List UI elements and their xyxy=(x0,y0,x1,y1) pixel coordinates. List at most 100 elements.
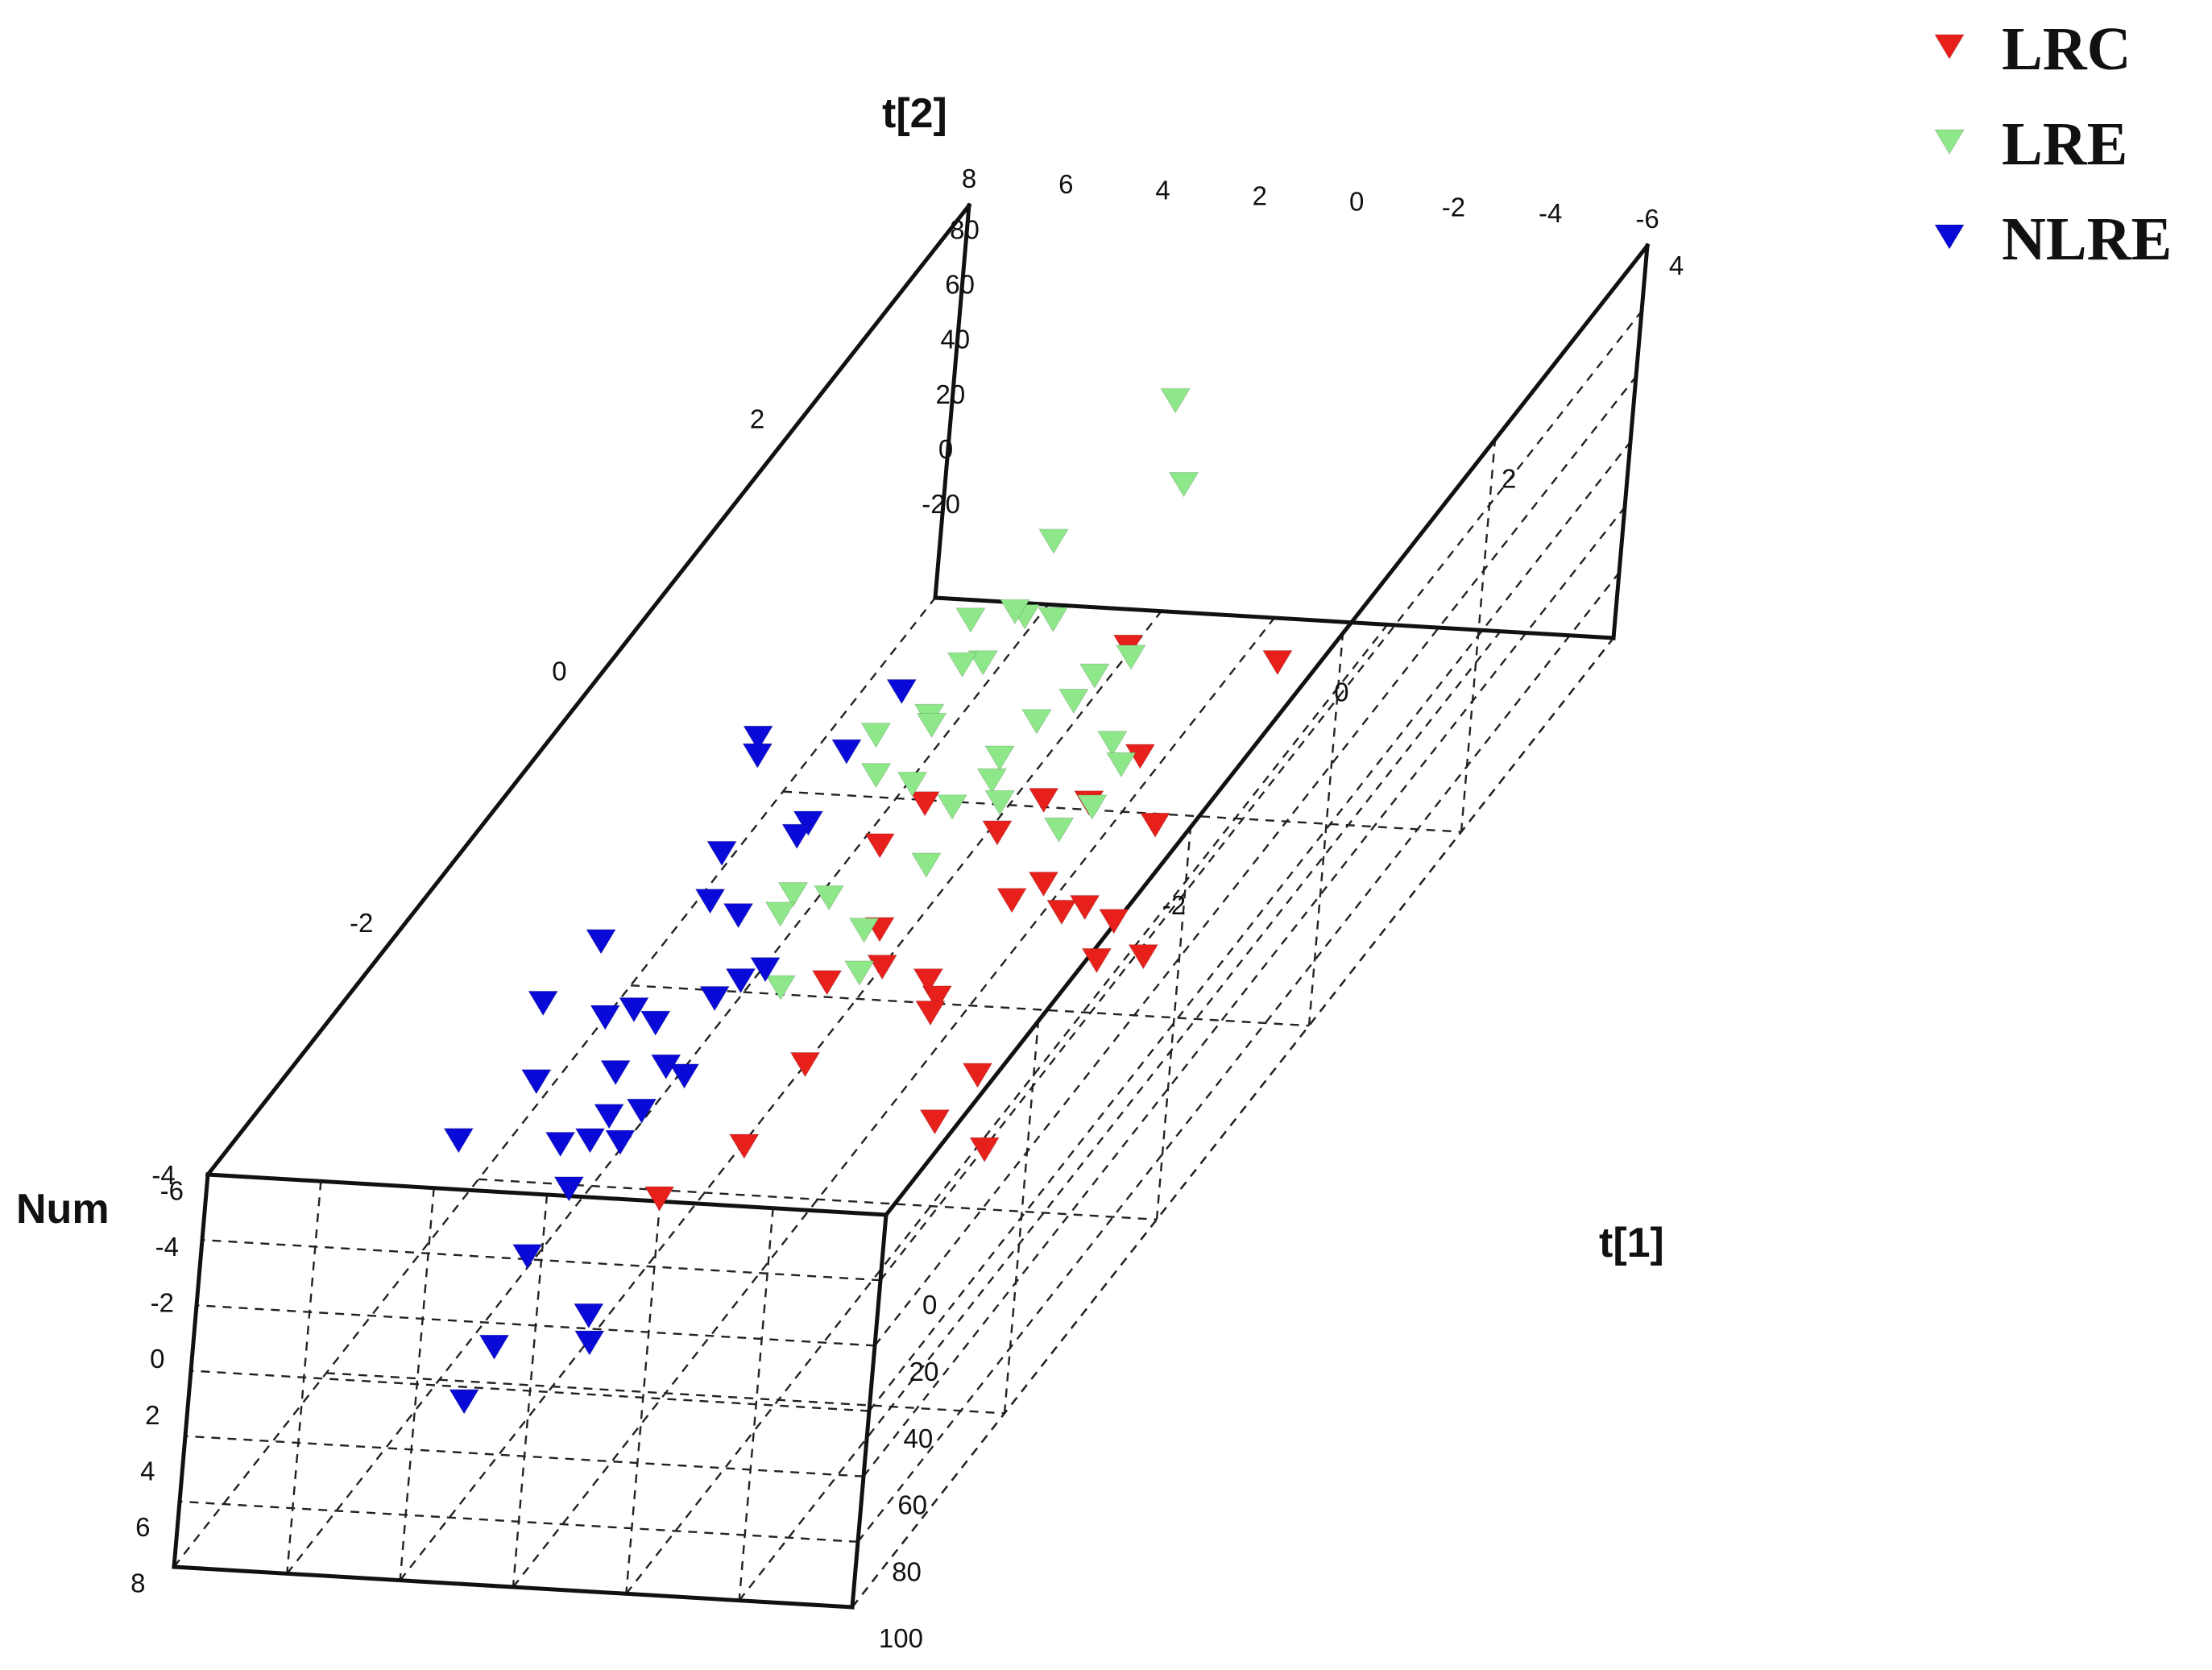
x-tick-label: 20 xyxy=(909,1357,939,1386)
point-lre xyxy=(916,712,947,739)
point-nlre xyxy=(573,1303,604,1329)
point-lrc xyxy=(922,985,953,1011)
point-lrc xyxy=(1069,895,1100,921)
point-lre xyxy=(814,885,844,911)
grid-lines xyxy=(172,245,1648,1609)
point-lre xyxy=(947,652,978,678)
point-lre xyxy=(937,794,967,820)
point-nlre xyxy=(449,1389,480,1415)
point-lrc xyxy=(996,888,1027,914)
top-back-tick-label: -20 xyxy=(922,489,960,519)
back-wall-grid-line xyxy=(738,630,1502,1602)
point-nlre xyxy=(699,986,731,1012)
point-lre xyxy=(1038,607,1069,632)
axis-frame-edge xyxy=(883,242,1651,1218)
point-lrc xyxy=(1028,787,1059,814)
top-back-tick-label: 40 xyxy=(940,325,970,354)
point-lre xyxy=(955,607,986,633)
side-wall-grid-line xyxy=(880,310,1642,1281)
point-lre xyxy=(1116,644,1146,670)
x-tick-label: 100 xyxy=(879,1623,923,1653)
back-wall-grid-line xyxy=(625,624,1389,1595)
point-lre xyxy=(984,745,1015,771)
legend-marker-nlre xyxy=(1934,224,1965,250)
point-nlre xyxy=(640,1010,671,1037)
back-wall-grid-line xyxy=(630,984,1310,1027)
top-back-tick-label: 60 xyxy=(945,269,975,299)
point-lrc xyxy=(1081,947,1112,974)
point-nlre xyxy=(443,1128,474,1154)
point-lre xyxy=(860,723,892,748)
point-lre xyxy=(777,882,809,908)
top-right-tick-label: 0 xyxy=(1349,187,1364,217)
point-nlre xyxy=(590,1005,621,1030)
point-lrc xyxy=(789,1051,821,1078)
back-wall-grid-line xyxy=(173,597,936,1568)
point-lre xyxy=(844,960,875,986)
point-lrc xyxy=(1128,944,1159,970)
series-nlre xyxy=(443,679,918,1415)
z-tick-label-left: 0 xyxy=(552,656,566,686)
point-nlre xyxy=(586,929,617,955)
point-lre xyxy=(984,789,1016,816)
point-nlre xyxy=(793,810,824,837)
z-axis-title: t[2] xyxy=(882,90,947,137)
y-tick-label: 8 xyxy=(130,1568,145,1598)
back-wall-grid-line xyxy=(512,617,1275,1588)
floor-grid-line xyxy=(190,1370,870,1412)
side-wall-grid-line xyxy=(874,375,1637,1347)
point-lre xyxy=(1038,528,1069,554)
z-tick-label-right: 0 xyxy=(1334,677,1348,707)
side-wall-grid-line xyxy=(863,506,1626,1477)
z-tick-label-right: -2 xyxy=(1162,890,1186,920)
top-right-tick-label: -4 xyxy=(1539,198,1562,228)
x-axis-title: t[1] xyxy=(1599,1220,1664,1266)
point-lre xyxy=(1021,709,1052,735)
point-lre xyxy=(765,975,796,1001)
point-lre xyxy=(1076,794,1108,820)
point-nlre xyxy=(706,840,737,867)
axis-frame-edge xyxy=(205,202,972,1178)
point-nlre xyxy=(723,903,754,929)
point-nlre xyxy=(512,1244,543,1270)
side-wall-grid-line xyxy=(1460,439,1497,832)
y-tick-label: 4 xyxy=(140,1456,155,1486)
side-wall-grid-line xyxy=(1003,1021,1040,1414)
top-back-tick-label: 20 xyxy=(936,379,966,409)
point-lrc xyxy=(919,1109,951,1135)
axis-frame xyxy=(172,202,1651,1610)
x-tick-label: 80 xyxy=(892,1556,922,1586)
point-nlre xyxy=(694,889,726,914)
point-lrc xyxy=(909,791,941,817)
point-nlre xyxy=(619,997,649,1023)
axis-frame-edge xyxy=(205,1172,889,1217)
point-nlre xyxy=(553,1176,585,1202)
axis-frame-edge xyxy=(850,1212,889,1610)
point-lrc xyxy=(728,1133,760,1160)
point-nlre xyxy=(520,1069,552,1095)
side-wall-grid-line xyxy=(851,637,1614,1608)
floor-grid-line xyxy=(179,1500,859,1544)
point-nlre xyxy=(478,1334,510,1361)
series-lre xyxy=(764,387,1199,1001)
point-lre xyxy=(967,650,999,676)
y-tick-label: -4 xyxy=(155,1232,179,1262)
point-lre xyxy=(860,763,892,789)
series-lrc xyxy=(644,634,1293,1212)
point-nlre xyxy=(594,1104,625,1129)
point-lre xyxy=(1000,599,1030,625)
point-lre xyxy=(910,852,942,878)
back-wall-grid-line xyxy=(399,610,1162,1581)
point-lrc xyxy=(867,955,898,980)
x-tick-label: 60 xyxy=(897,1490,927,1520)
point-lrc xyxy=(913,968,944,994)
legend: LRC LRE NLRE xyxy=(1934,15,2172,273)
back-wall-grid-line xyxy=(478,1178,1158,1220)
back-wall-grid-line xyxy=(286,603,1050,1575)
top-right-tick-label: 8 xyxy=(962,164,976,193)
point-nlre xyxy=(750,957,781,983)
side-wall-grid-line xyxy=(1307,633,1344,1026)
y-tick-label: -6 xyxy=(160,1176,184,1206)
point-lre xyxy=(976,768,1008,794)
